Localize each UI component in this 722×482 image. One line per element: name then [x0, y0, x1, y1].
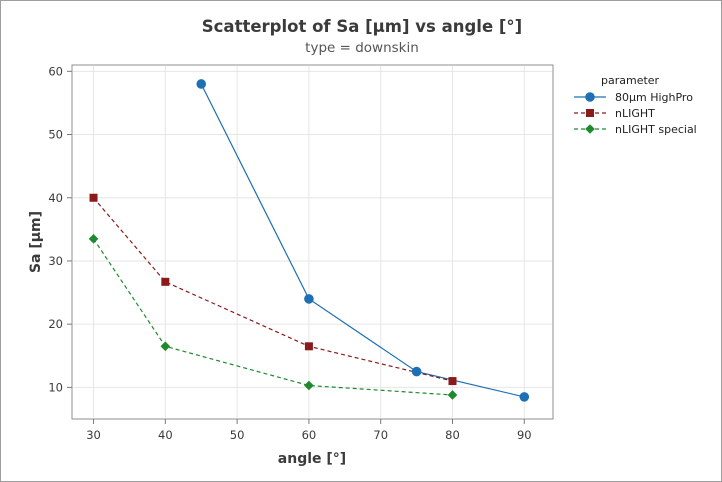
legend-label: nLIGHT	[615, 107, 655, 120]
grid-lines	[73, 66, 552, 418]
x-tick-label: 30	[86, 428, 101, 442]
y-tick-label: 40	[48, 191, 63, 205]
legend-marker	[586, 109, 594, 117]
x-tick-label: 40	[158, 428, 173, 442]
data-point-nlight	[89, 193, 98, 202]
data-point-nlight	[161, 277, 170, 286]
x-tick-label: 60	[302, 428, 317, 442]
chart-title: Scatterplot of Sa [µm] vs angle [°]	[202, 17, 522, 36]
series-line-nlight-special	[93, 238, 453, 396]
legend-label: 80µm HighPro	[615, 91, 693, 104]
y-tick-label: 60	[48, 64, 63, 78]
data-point-nlight-special	[304, 380, 314, 391]
y-tick-label: 50	[48, 128, 63, 142]
data-point-nlight-special	[88, 234, 99, 244]
legend-label: nLIGHT special	[615, 123, 697, 136]
y-tick-label: 20	[48, 317, 63, 331]
y-axis-label: Sa [µm]	[28, 211, 44, 273]
series-line-80-m-highpro	[200, 83, 525, 398]
y-tick-label: 30	[48, 254, 63, 268]
legend-item-nlight-special: nLIGHT special	[574, 123, 697, 136]
data-point-80-m-highpro	[519, 392, 530, 402]
data-point-nlight-special	[160, 341, 171, 352]
x-tick-label: 70	[373, 428, 388, 442]
data-point-80-m-highpro	[196, 79, 207, 89]
data-point-nlight	[304, 342, 313, 351]
axis-ticks: 30 40 50 60 70 80 90 10 20 30 40 50 60	[48, 64, 531, 442]
data-point-nlight-special	[447, 390, 458, 400]
x-tick-label: 50	[230, 428, 245, 442]
legend-marker	[585, 92, 595, 102]
x-tick-label: 90	[517, 428, 532, 442]
x-tick-label: 80	[445, 428, 460, 442]
series-markers	[88, 79, 530, 402]
series-lines	[93, 83, 525, 398]
series-line-nlight	[93, 197, 453, 382]
y-tick-label: 10	[48, 380, 63, 394]
legend-item-nlight: nLIGHT	[574, 107, 655, 120]
data-point-nlight	[448, 377, 457, 386]
data-point-80-m-highpro	[411, 366, 422, 377]
data-point-80-m-highpro	[304, 294, 314, 304]
legend: parameter 80µm HighPro nLIGHT nLIGHT speci…	[574, 74, 697, 136]
plot-area	[71, 64, 554, 420]
chart-subtitle: type = downskin	[305, 40, 419, 56]
x-axis-label: angle [°]	[278, 451, 346, 467]
legend-title: parameter	[601, 74, 660, 87]
legend-marker	[585, 124, 595, 134]
legend-item-80-m-highpro: 80µm HighPro	[574, 91, 693, 104]
